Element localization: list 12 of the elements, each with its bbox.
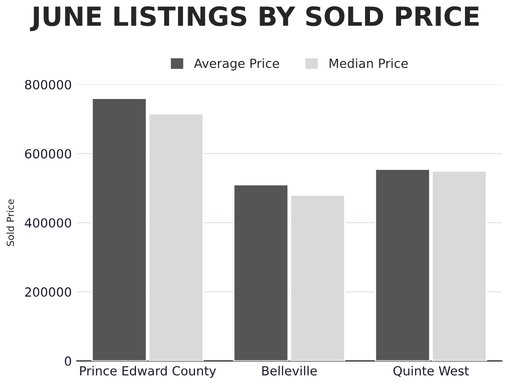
y-tick-label: 0	[64, 356, 72, 366]
chart-title: JUNE LISTINGS BY SOLD PRICE	[30, 6, 479, 32]
x-tick-label: Prince Edward County	[80, 366, 216, 378]
y-tick-label: 600000	[25, 149, 72, 159]
y-tick-label: 200000	[25, 287, 72, 297]
legend-label: Median Price	[330, 58, 408, 68]
y-tick-label: 400000	[24, 218, 72, 228]
legend-label: Average Price	[194, 58, 280, 70]
x-tick-label: Belleville	[262, 366, 317, 376]
x-tick-label: Quinte West	[393, 366, 469, 377]
y-tick-label: 800000	[25, 80, 72, 90]
y-axis-title: Sold Price	[6, 199, 14, 246]
